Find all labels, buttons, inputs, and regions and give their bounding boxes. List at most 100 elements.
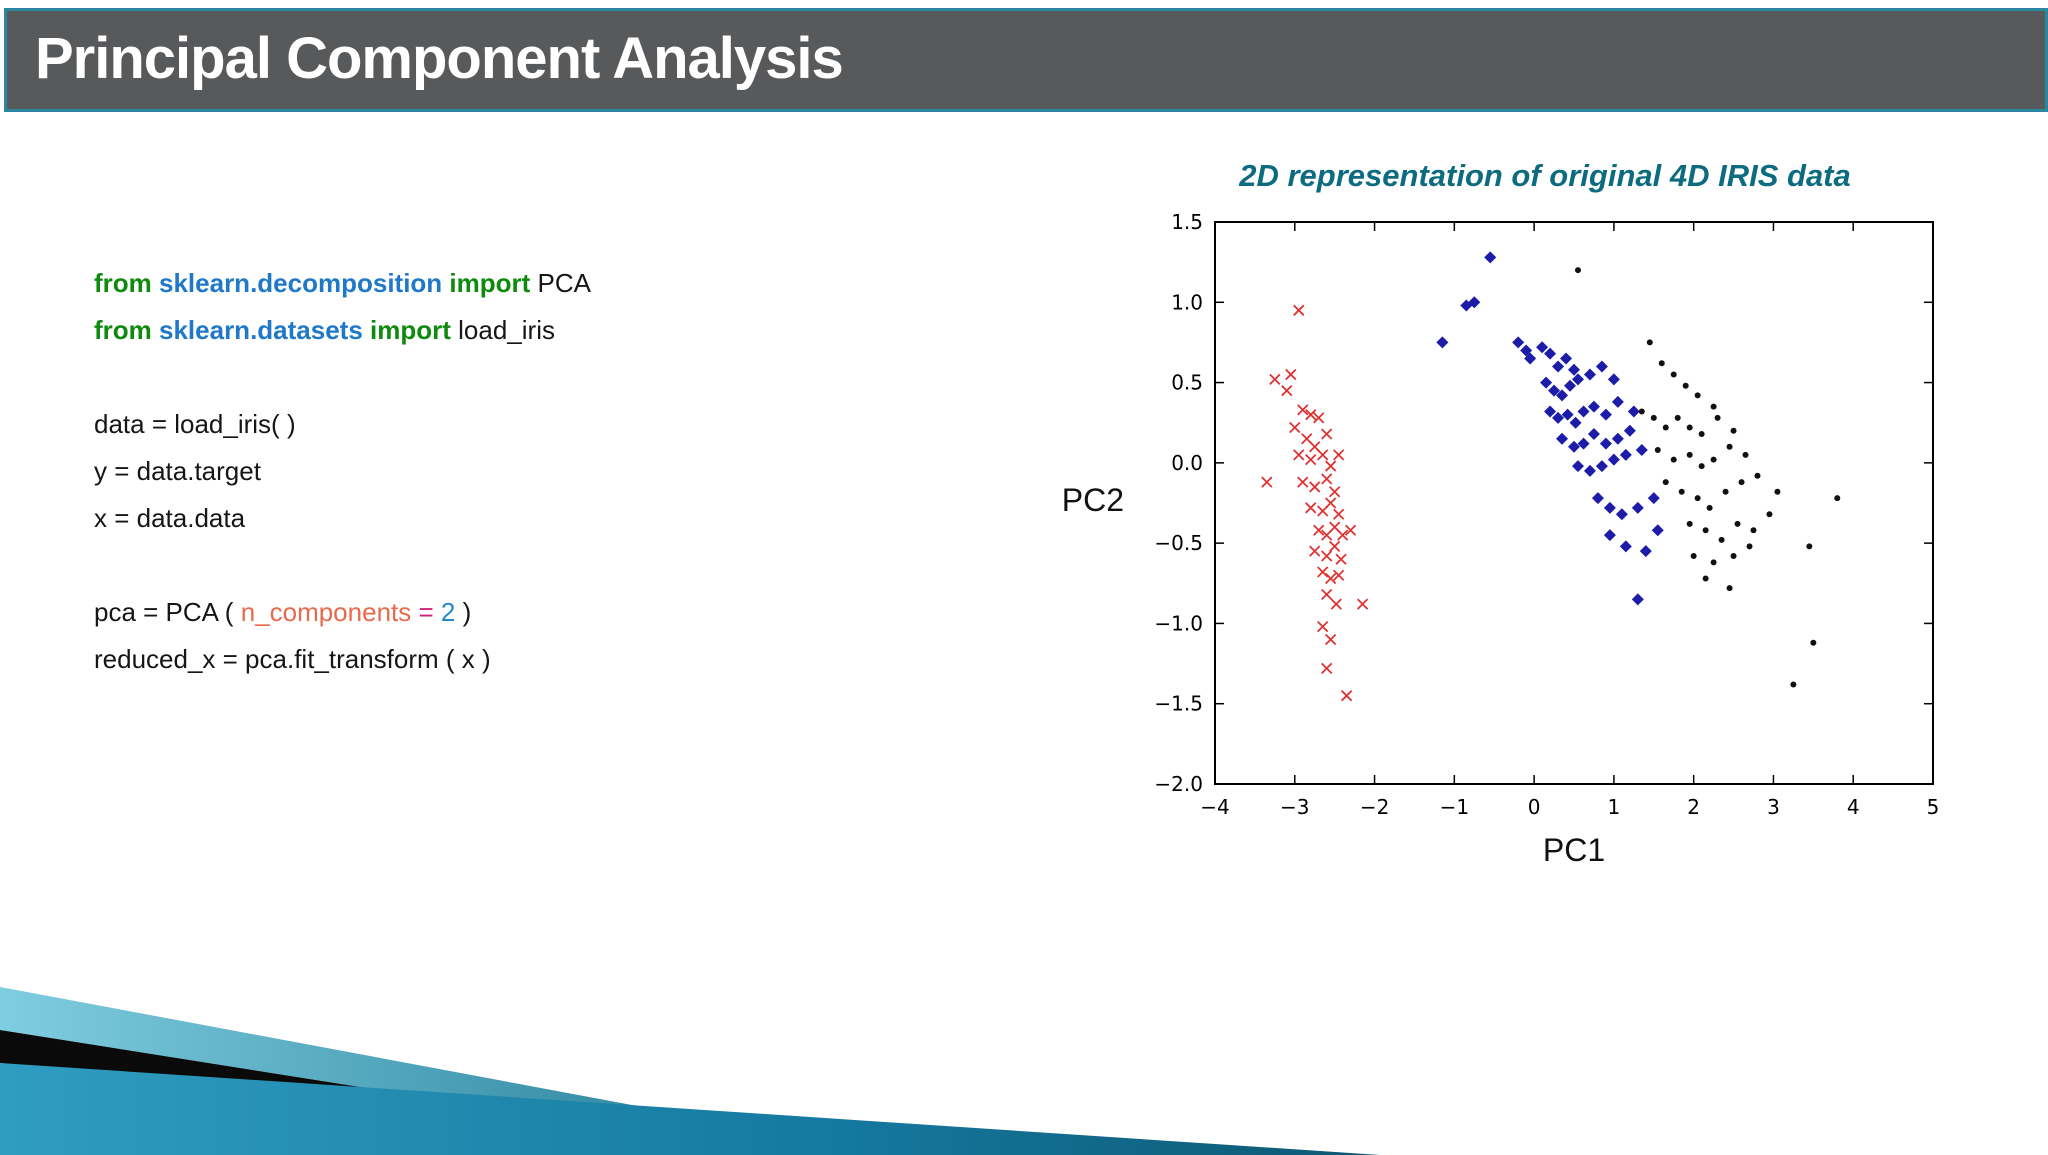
chart-title: 2D representation of original 4D IRIS da… (1239, 158, 1851, 193)
data-point (1750, 527, 1757, 534)
data-point (1356, 598, 1369, 610)
y-tick-label: 1.5 (1171, 210, 1203, 234)
data-point (1690, 552, 1697, 559)
y-tick-label: −1.0 (1154, 611, 1203, 635)
data-point (1654, 447, 1661, 454)
data-point (1571, 460, 1584, 473)
data-point (1742, 451, 1749, 458)
code-segment-plain: pca = PCA ( (94, 597, 241, 627)
data-point (1484, 251, 1497, 264)
data-point (1595, 360, 1608, 373)
y-axis-ticks: −2.0 −1.5 −1.0 −0.5 0.0 0.5 1.0 1.5 (1154, 210, 1933, 796)
data-point (1512, 336, 1525, 349)
data-point (1321, 428, 1333, 440)
data-point (1595, 460, 1608, 473)
data-point (1293, 449, 1305, 461)
data-point (1650, 414, 1657, 421)
data-point (1564, 379, 1577, 392)
data-point (1536, 341, 1549, 354)
data-point (1561, 408, 1574, 421)
data-point (1520, 344, 1533, 357)
scatter-series-black-dot-cluster (1574, 267, 1841, 688)
data-point (1329, 540, 1341, 552)
data-point (1305, 454, 1317, 466)
x-axis-ticks: −4 −3 −2 −1 0 1 2 3 4 5 (1200, 222, 1939, 819)
code-line: x = data.data (94, 495, 994, 542)
data-point (1710, 456, 1717, 463)
data-point (1718, 536, 1725, 543)
x-tick-label: −2 (1360, 795, 1389, 819)
y-tick-label: 0.0 (1171, 451, 1203, 475)
data-point (1335, 553, 1347, 565)
x-tick-label: 2 (1687, 795, 1700, 819)
data-point (1540, 376, 1553, 389)
data-point (1670, 456, 1677, 463)
x-tick-label: −1 (1440, 795, 1469, 819)
x-axis-label: PC1 (1542, 832, 1606, 868)
data-point (1706, 504, 1713, 511)
data-point (1591, 492, 1604, 505)
data-point (1730, 427, 1737, 434)
data-point (1325, 633, 1337, 646)
data-point (1694, 392, 1701, 399)
data-point (1321, 550, 1333, 562)
data-point (1329, 486, 1341, 498)
data-point (1738, 479, 1745, 486)
data-point (1615, 508, 1628, 521)
data-point (1569, 416, 1582, 429)
y-tick-label: −0.5 (1154, 531, 1203, 555)
data-point (1631, 593, 1644, 606)
data-point (1678, 488, 1685, 495)
y-tick-label: 1.0 (1171, 290, 1203, 314)
data-point (1317, 621, 1329, 633)
data-point (1325, 572, 1337, 585)
x-tick-label: −4 (1200, 795, 1229, 819)
data-point (1333, 569, 1345, 581)
data-point (1285, 368, 1297, 381)
data-point (1619, 448, 1632, 461)
data-point (1568, 440, 1580, 453)
code-segment-kw: import (442, 268, 538, 298)
data-point (1556, 389, 1569, 402)
data-point (1607, 453, 1620, 466)
data-point (1698, 430, 1705, 437)
data-point (1790, 681, 1797, 688)
data-point (1344, 524, 1357, 536)
x-tick-label: 3 (1767, 795, 1780, 819)
data-point (1333, 449, 1345, 461)
data-point (1436, 336, 1449, 349)
data-point (1297, 476, 1309, 488)
code-segment-plain: load_iris (458, 315, 555, 345)
data-point (1647, 492, 1660, 505)
data-point (1587, 427, 1600, 440)
slide-title: Principal Component Analysis (35, 25, 844, 91)
x-tick-label: −3 (1280, 795, 1309, 819)
data-point (1313, 524, 1325, 536)
data-point (1269, 373, 1281, 385)
plot-frame (1214, 221, 1934, 785)
code-segment-kw: import (362, 315, 459, 345)
data-point (1317, 566, 1329, 578)
data-point (1321, 588, 1333, 601)
x-tick-label: 1 (1608, 795, 1621, 819)
data-point (1321, 473, 1333, 485)
data-point (1333, 508, 1345, 520)
data-point (1325, 460, 1337, 472)
data-point (1670, 371, 1677, 378)
data-point (1627, 405, 1640, 418)
code-line: pca = PCA ( n_components = 2 ) (94, 589, 994, 636)
data-point (1754, 472, 1761, 479)
data-point (1686, 451, 1693, 458)
code-segment-plain: y = data.target (94, 456, 261, 486)
data-point (1524, 352, 1537, 365)
scatter-series-blue-diamond-cluster (1436, 251, 1664, 606)
y-tick-label: −2.0 (1154, 772, 1203, 796)
code-segment-kw: from (94, 268, 159, 298)
data-point (1662, 424, 1669, 431)
data-point (1714, 414, 1721, 421)
data-point (1607, 373, 1620, 386)
x-tick-label: 5 (1927, 795, 1940, 819)
code-segment-mod: sklearn.decomposition (159, 268, 443, 298)
data-point (1686, 520, 1693, 527)
data-point (1611, 395, 1624, 408)
